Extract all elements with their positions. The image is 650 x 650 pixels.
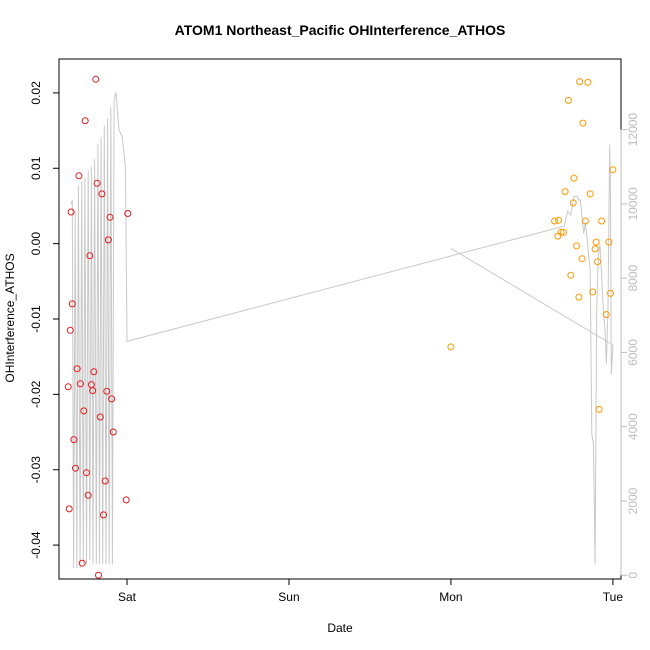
y-tick-label: 0.00 bbox=[29, 232, 43, 256]
data-point bbox=[602, 311, 610, 318]
data-point bbox=[81, 117, 89, 125]
data-point bbox=[555, 216, 563, 224]
y2-tick-label: 4000 bbox=[626, 413, 640, 440]
secondary-line-layer bbox=[70, 92, 614, 568]
data-point bbox=[98, 190, 106, 198]
data-point bbox=[586, 190, 594, 198]
y-tick-label: -0.02 bbox=[29, 380, 43, 408]
data-point bbox=[584, 78, 592, 86]
data-point bbox=[124, 210, 132, 217]
data-point bbox=[73, 365, 81, 373]
data-point bbox=[575, 293, 583, 301]
data-point bbox=[89, 387, 97, 395]
data-point bbox=[447, 343, 455, 351]
x-tick-label: Sat bbox=[118, 590, 137, 604]
data-point bbox=[101, 477, 109, 485]
y-tick-label: 0.02 bbox=[29, 81, 43, 105]
data-point bbox=[67, 208, 75, 216]
y-tick-label: -0.03 bbox=[29, 456, 43, 484]
data-point bbox=[609, 166, 617, 174]
data-point bbox=[607, 289, 614, 297]
chart-title: ATOM1 Northeast_Pacific OHInterference_A… bbox=[175, 22, 506, 38]
data-point bbox=[578, 255, 586, 263]
data-point bbox=[103, 387, 111, 395]
data-point bbox=[594, 258, 601, 266]
y-tick-label: -0.01 bbox=[29, 305, 43, 333]
data-point bbox=[104, 236, 112, 244]
y2-tick-label: 8000 bbox=[626, 264, 640, 291]
data-point bbox=[567, 271, 575, 279]
data-point bbox=[68, 300, 76, 308]
data-point bbox=[86, 252, 94, 260]
data-point bbox=[591, 245, 599, 253]
data-point bbox=[122, 496, 130, 504]
x-tick-label: Tue bbox=[603, 590, 624, 604]
data-point bbox=[561, 188, 569, 196]
x-tick-label: Sun bbox=[278, 590, 299, 604]
plot-area bbox=[58, 58, 622, 580]
data-point bbox=[84, 491, 92, 499]
y2-tick-label: 0 bbox=[626, 572, 640, 579]
data-point bbox=[78, 559, 86, 567]
data-point bbox=[595, 405, 603, 413]
data-point bbox=[64, 383, 72, 391]
data-point bbox=[83, 469, 90, 477]
data-point bbox=[75, 172, 83, 180]
data-point bbox=[76, 380, 84, 388]
data-point bbox=[106, 213, 114, 221]
data-point bbox=[70, 436, 78, 444]
data-point bbox=[581, 217, 589, 225]
data-point bbox=[589, 288, 597, 296]
data-point bbox=[569, 199, 577, 207]
data-point bbox=[93, 179, 101, 187]
data-point bbox=[108, 395, 116, 403]
data-point bbox=[92, 75, 100, 83]
y2-tick-label: 6000 bbox=[626, 339, 640, 366]
data-point bbox=[560, 228, 567, 236]
data-point bbox=[557, 228, 565, 236]
x-axis: Sat Sun Mon Tue bbox=[118, 579, 623, 604]
data-point bbox=[554, 232, 562, 240]
data-point bbox=[579, 119, 587, 127]
y-axis: -0.04 -0.03 -0.02 -0.01 0.00 0.01 0.02 bbox=[29, 81, 59, 559]
data-point bbox=[592, 238, 600, 246]
series-layer bbox=[64, 75, 617, 579]
y2-tick-label: 2000 bbox=[626, 487, 640, 514]
data-point bbox=[100, 511, 107, 519]
data-point bbox=[109, 428, 117, 436]
data-point bbox=[66, 326, 74, 334]
data-point bbox=[95, 571, 102, 579]
x-axis-label: Date bbox=[327, 621, 353, 635]
data-point bbox=[573, 242, 580, 250]
secondary-line bbox=[70, 92, 614, 568]
data-point bbox=[576, 78, 584, 86]
x-tick-label: Mon bbox=[439, 590, 462, 604]
data-point bbox=[551, 217, 559, 225]
y2-tick-label: 12000 bbox=[626, 113, 640, 147]
data-point bbox=[65, 505, 73, 513]
data-point bbox=[96, 413, 104, 421]
y-axis-label: OHInterference_ATHOS bbox=[3, 253, 17, 382]
y-tick-label: -0.04 bbox=[29, 531, 43, 559]
data-point bbox=[564, 96, 572, 104]
data-point bbox=[72, 464, 79, 472]
data-point bbox=[605, 238, 613, 246]
data-point bbox=[90, 368, 98, 376]
y-tick-label: 0.01 bbox=[29, 156, 43, 180]
data-point bbox=[598, 217, 606, 225]
y2-axis: 0 2000 4000 6000 8000 10000 12000 bbox=[620, 113, 640, 579]
data-point bbox=[570, 174, 578, 182]
y2-tick-label: 10000 bbox=[626, 187, 640, 221]
data-point bbox=[80, 407, 88, 415]
